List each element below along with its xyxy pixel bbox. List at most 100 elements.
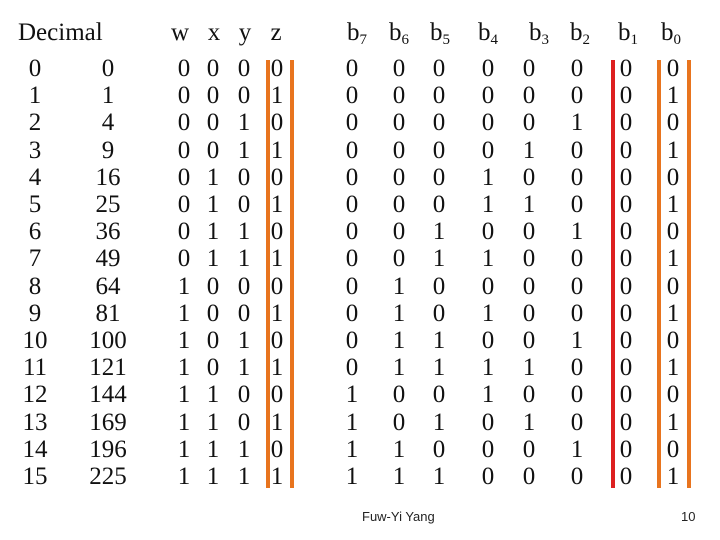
header-output-base: b: [347, 19, 360, 46]
table-cell: 0: [619, 463, 633, 490]
table-cell: 0: [570, 272, 584, 300]
table-cell: 1: [270, 191, 284, 218]
header-output-base: b: [570, 19, 583, 46]
table-cell: 0: [237, 272, 251, 300]
table-cell: 1: [432, 408, 446, 436]
table-cell: 1: [237, 354, 251, 382]
table-cell: 0: [237, 55, 251, 82]
header-output-subscript: 0: [673, 32, 682, 48]
table-cell: 0: [666, 272, 680, 300]
table-cell: 1: [570, 327, 584, 354]
table-cell: 0: [570, 381, 584, 409]
table-cell: 0: [522, 463, 536, 490]
table-cell: 0: [206, 327, 220, 354]
table-cell: 0: [345, 245, 359, 273]
table-cell: 0: [570, 463, 584, 490]
table-cell: 0: [345, 327, 359, 354]
table-cell: 1: [206, 218, 220, 246]
table-cell: 1: [177, 381, 191, 409]
header-output-b5: b5: [430, 19, 450, 54]
table-cell: 0: [570, 245, 584, 273]
header-output-subscript: 6: [401, 32, 410, 48]
table-cell: 1: [345, 408, 359, 436]
table-cell: 0: [619, 381, 633, 409]
table-cell: 1: [237, 109, 251, 137]
table-cell: 0: [522, 299, 536, 327]
table-cell: 1: [570, 218, 584, 246]
table-cell: 0: [619, 327, 633, 354]
table-cell: 0: [570, 163, 584, 191]
table-cell: 3: [28, 136, 42, 164]
header-output-subscript: 3: [541, 32, 550, 48]
table-cell: 0: [619, 272, 633, 300]
table-cell: 0: [392, 163, 406, 191]
table-cell: 0: [619, 55, 633, 82]
table-cell: 1: [206, 463, 220, 490]
table-cell: 1: [392, 272, 406, 300]
header-output-base: b: [389, 19, 402, 46]
table-cell: 0: [270, 435, 284, 463]
header-output-subscript: 2: [582, 32, 591, 48]
table-cell: 0: [522, 245, 536, 273]
table-cell: 0: [619, 163, 633, 191]
table-cell: 0: [392, 82, 406, 110]
table-cell: 1: [101, 82, 115, 110]
table-cell: 0: [206, 272, 220, 300]
table-cell: 0: [619, 191, 633, 218]
table-cell: 1: [206, 191, 220, 218]
header-output-base: b: [529, 19, 542, 46]
header-output-base: b: [661, 19, 674, 46]
table-cell: 1: [270, 136, 284, 164]
table-cell: 0: [666, 327, 680, 354]
table-cell: 1: [345, 381, 359, 409]
table-cell: 1: [522, 191, 536, 218]
table-cell: 0: [570, 82, 584, 110]
table-cell: 0: [345, 299, 359, 327]
table-cell: 1: [345, 463, 359, 490]
table-cell: 0: [432, 381, 446, 409]
table-cell: 1: [270, 463, 284, 490]
table-cell: 0: [522, 435, 536, 463]
table-cell: 0: [206, 55, 220, 82]
table-cell: 15: [22, 463, 48, 490]
table-cell: 0: [392, 55, 406, 82]
table-cell: 1: [522, 136, 536, 164]
table-cell: 1: [237, 245, 251, 273]
table-cell: 0: [432, 136, 446, 164]
header-output-base: b: [618, 19, 631, 46]
table-cell: 0: [177, 245, 191, 273]
table-cell: 1: [481, 354, 495, 382]
header-output-b0: b0: [661, 19, 681, 54]
table-cell: 0: [206, 299, 220, 327]
b0-column-highlight-line: [657, 60, 661, 488]
table-cell: 0: [522, 218, 536, 246]
table-cell: 0: [619, 245, 633, 273]
table-cell: 1: [177, 408, 191, 436]
table-cell: 1: [666, 354, 680, 382]
table-cell: 0: [522, 163, 536, 191]
table-cell: 0: [522, 55, 536, 82]
table-cell: 1: [237, 435, 251, 463]
header-input-z: z: [270, 19, 282, 46]
table-cell: 0: [392, 218, 406, 246]
table-cell: 0: [522, 381, 536, 409]
table-cell: 0: [206, 109, 220, 137]
table-cell: 1: [270, 354, 284, 382]
table-cell: 16: [95, 163, 121, 191]
table-cell: 1: [666, 245, 680, 273]
table-cell: 0: [237, 299, 251, 327]
table-cell: 6: [28, 218, 42, 246]
table-cell: 0: [432, 55, 446, 82]
header-input-w: w: [170, 19, 190, 46]
table-cell: 1: [481, 299, 495, 327]
header-output-base: b: [430, 19, 443, 46]
header-output-subscript: 1: [630, 32, 639, 48]
table-cell: 1: [237, 463, 251, 490]
table-cell: 0: [345, 136, 359, 164]
table-cell: 0: [270, 218, 284, 246]
table-cell: 0: [392, 408, 406, 436]
table-cell: 0: [522, 272, 536, 300]
table-cell: 0: [345, 55, 359, 82]
table-cell: 1: [206, 245, 220, 273]
table-cell: 1: [481, 191, 495, 218]
